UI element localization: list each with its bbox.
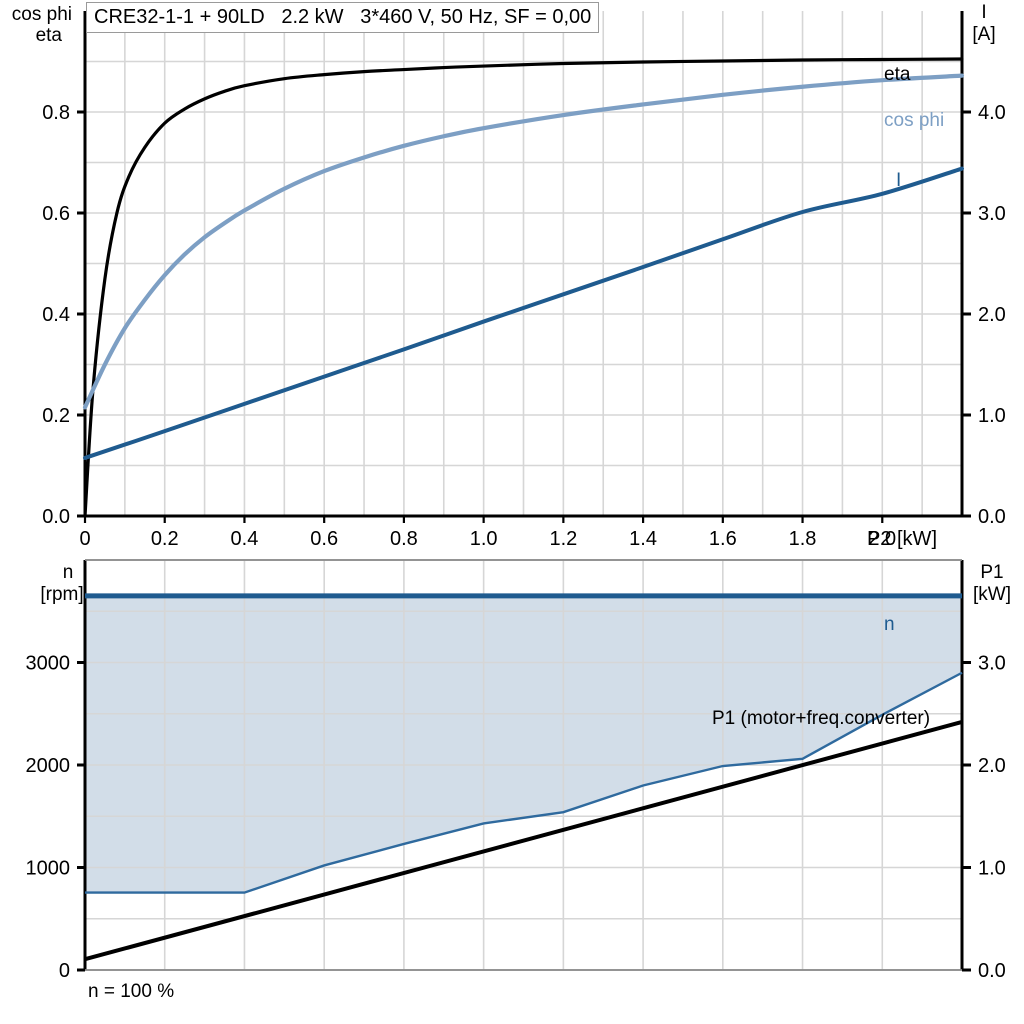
tick-label-right: 3.0 [978, 653, 1006, 675]
tick-label-left: 2000 [26, 755, 71, 777]
tick-label-left: 0.4 [42, 304, 70, 326]
series-line-cos-phi [82, 73, 965, 410]
tick-label-right: 2.0 [978, 755, 1006, 777]
tick-label-right: 0.0 [978, 506, 1006, 528]
x-axis-title: P2 [kW] [867, 528, 937, 550]
tick-label-left: 1000 [26, 858, 71, 880]
tick-label-left: 0 [59, 960, 70, 982]
tick-label-x: 1.4 [629, 528, 657, 550]
series-label-n: n [884, 614, 895, 635]
bottom-chart: 01000200030000.01.02.03.0n[rpm]P1[kW]nP1… [26, 559, 1011, 982]
top-chart: 0.0 0.2 0.4 0.6 0.8 0.0 1.0 2.0 3.0 4.0 0 0.2 0.4 0.6… [12, 2, 1006, 550]
tick-label-right: 4.0 [978, 102, 1006, 124]
series-line-eta [83, 57, 964, 518]
tick-label-right: 3.0 [978, 203, 1006, 225]
series-line-p1 [84, 720, 963, 962]
series-label-current: I [896, 170, 901, 191]
tick-label-x: 0.6 [310, 528, 338, 550]
tick-label-x: 2.0 [868, 528, 896, 550]
tick-label-right: 1.0 [978, 405, 1006, 427]
bottom-right-axis-title-line2: [kW] [973, 584, 1011, 605]
tick-label-right: 2.0 [978, 304, 1006, 326]
series-line-n-min [85, 671, 963, 894]
tick-label-x: 1.0 [470, 528, 498, 550]
tick-label-left: 3000 [26, 653, 71, 675]
series-label-p1: P1 (motor+freq.converter) [712, 708, 930, 729]
tick-label-right: 0.0 [978, 960, 1006, 982]
tick-label-x: 0 [79, 528, 90, 550]
tick-label-x: 1.8 [789, 528, 817, 550]
series-line-I [83, 166, 964, 460]
tick-label-right: 1.0 [978, 858, 1006, 880]
top-right-axis-title-line1: I [981, 2, 986, 23]
bottom-left-axis-title-line2: [rpm] [40, 584, 83, 605]
top-left-axis-title-line1: cos phi [12, 4, 72, 25]
tick-label-left: 0.2 [42, 405, 70, 427]
series-label-cos-phi: cos phi [884, 110, 944, 131]
tick-label-x: 0.8 [390, 528, 418, 550]
tick-label-x: 1.6 [709, 528, 737, 550]
tick-label-left: 0.8 [42, 102, 70, 124]
tick-label-x: 0.2 [151, 528, 179, 550]
top-right-axis-title-line2: [A] [972, 24, 995, 45]
tick-label-left: 0.6 [42, 203, 70, 225]
bottom-right-axis-title-line1: P1 [980, 562, 1003, 583]
chart-title-box: CRE32-1-1 + 90LD 2.2 kW 3*460 V, 50 Hz, … [86, 2, 600, 33]
tick-label-x: 1.2 [549, 528, 577, 550]
tick-label-left: 0.0 [42, 506, 70, 528]
bottom-left-axis-title-line1: n [63, 562, 74, 583]
series-label-eta: eta [884, 64, 911, 85]
tick-label-x: 0.4 [231, 528, 259, 550]
footer-speed-note: n = 100 % [88, 981, 175, 1002]
top-left-axis-title-line2: eta [36, 25, 63, 46]
speed-operating-band [85, 595, 962, 893]
